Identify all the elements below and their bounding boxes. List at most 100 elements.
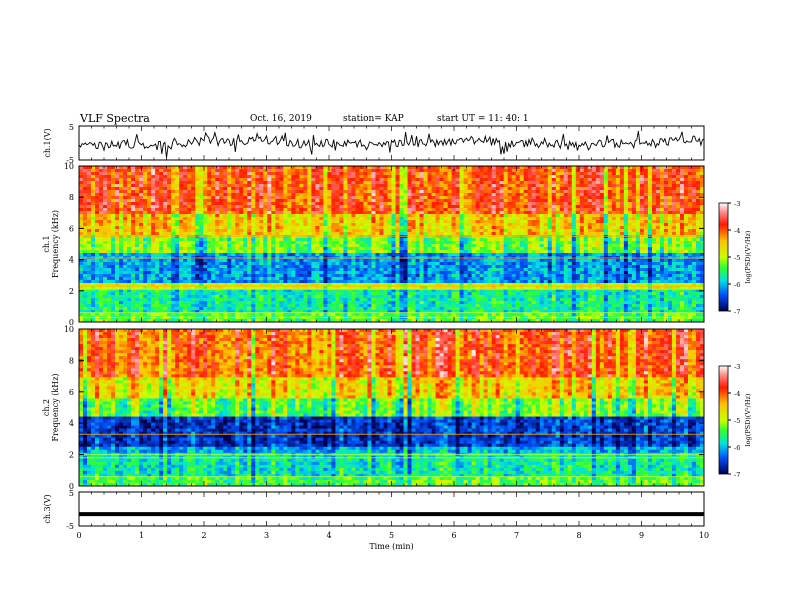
spectrogram-cell: [608, 208, 612, 211]
spectrogram-cell: [387, 211, 391, 214]
spectrogram-cell: [231, 211, 235, 214]
spectrogram-cell: [115, 202, 119, 205]
spectrogram-cell: [648, 247, 652, 250]
spectrogram-cell: [79, 241, 83, 244]
spectrogram-cell: [287, 202, 291, 205]
spectrogram-cell: [95, 217, 99, 220]
spectrogram-cell: [211, 223, 215, 226]
spectrogram-cell: [379, 205, 383, 208]
spectrogram-cell: [476, 214, 480, 217]
spectrogram-cell: [175, 226, 179, 229]
spectrogram-cell: [83, 247, 87, 250]
spectrogram-cell: [283, 172, 287, 175]
spectrogram-cell: [279, 178, 283, 181]
spectrogram-cell: [275, 190, 279, 193]
spectrogram-cell: [119, 238, 123, 241]
spectrogram-cell: [680, 223, 684, 226]
spectrogram-cell: [504, 217, 508, 220]
spectrogram-cell: [676, 187, 680, 190]
spectrogram-cell: [319, 226, 323, 229]
spectrogram-cell: [255, 202, 259, 205]
spectrogram-cell: [636, 223, 640, 226]
spectrogram-cell: [87, 202, 91, 205]
spectrogram-cell: [428, 196, 432, 199]
spectrogram-cell: [243, 172, 247, 175]
spectrogram-cell: [119, 232, 123, 235]
spectrogram-cell: [195, 208, 199, 211]
spectrogram-cell: [568, 217, 572, 220]
spectrogram-cell: [612, 226, 616, 229]
spectrogram-cell: [207, 175, 211, 178]
spectrogram-cell: [648, 172, 652, 175]
spectrogram-cell: [460, 250, 464, 253]
spectrogram-cell: [223, 238, 227, 241]
spectrogram-cell: [684, 244, 688, 247]
spectrogram-cell: [640, 184, 644, 187]
spectrogram-cell: [211, 241, 215, 244]
spectrogram-cell: [299, 208, 303, 211]
spectrogram-cell: [95, 172, 99, 175]
spectrogram-cell: [291, 250, 295, 253]
spectrogram-cell: [612, 184, 616, 187]
spectrogram-cell: [580, 178, 584, 181]
spectrogram-cell: [131, 220, 135, 223]
spectrogram-cell: [347, 193, 351, 196]
spectrogram-cell: [163, 199, 167, 202]
spectrogram-cell: [392, 202, 396, 205]
spectrogram-cell: [436, 169, 440, 172]
spectrogram-cell: [207, 229, 211, 232]
spectrogram-cell: [524, 220, 528, 223]
spectrogram-cell: [592, 187, 596, 190]
spectrogram-cell: [688, 190, 692, 193]
spectrogram-cell: [379, 196, 383, 199]
spectrogram-cell: [175, 187, 179, 190]
spectrogram-cell: [275, 196, 279, 199]
spectrogram-cell: [243, 211, 247, 214]
spectrogram-cell: [396, 247, 400, 250]
spectrogram-cell: [371, 223, 375, 226]
spectrogram-cell: [568, 178, 572, 181]
spectrogram-cell: [660, 247, 664, 250]
spectrogram-cell: [412, 214, 416, 217]
spectrogram-cell: [660, 250, 664, 253]
spectrogram-cell: [263, 187, 267, 190]
spectrogram-cell: [351, 169, 355, 172]
spectrogram-cell: [516, 181, 520, 184]
spectrogram-cell: [247, 241, 251, 244]
spectrogram-cell: [323, 253, 327, 256]
spectrogram-cell: [311, 184, 315, 187]
spectrogram-cell: [476, 217, 480, 220]
spectrogram-cell: [484, 211, 488, 214]
spectrogram-cell: [167, 184, 171, 187]
spectrogram-cell: [343, 250, 347, 253]
spectrogram-cell: [564, 220, 568, 223]
spectrogram-cell: [79, 214, 83, 217]
spectrogram-cell: [303, 250, 307, 253]
spectrogram-cell: [187, 208, 191, 211]
spectrogram-cell: [179, 199, 183, 202]
spectrogram-cell: [572, 211, 576, 214]
spectrogram-cell: [315, 178, 319, 181]
spectrogram-cell: [628, 241, 632, 244]
spectrogram-cell: [115, 259, 119, 262]
spectrogram-cell: [656, 250, 660, 253]
spectrogram-cell: [363, 259, 367, 262]
spectrogram-cell: [680, 226, 684, 229]
spectrogram-cell: [175, 250, 179, 253]
spectrogram-cell: [235, 217, 239, 220]
spectrogram-cell: [383, 253, 387, 256]
spectrogram-cell: [600, 250, 604, 253]
spectrogram-cell: [532, 259, 536, 262]
spectrogram-cell: [99, 247, 103, 250]
spectrogram-cell: [367, 208, 371, 211]
spectrogram-cell: [379, 208, 383, 211]
spectrogram-cell: [87, 184, 91, 187]
spectrogram-cell: [351, 196, 355, 199]
spectrogram-cell: [408, 232, 412, 235]
spectrogram-cell: [143, 238, 147, 241]
spectrogram-cell: [472, 217, 476, 220]
spectrogram-cell: [512, 175, 516, 178]
spectrogram-cell: [484, 226, 488, 229]
spectrogram-cell: [267, 259, 271, 262]
spectrogram-cell: [143, 175, 147, 178]
